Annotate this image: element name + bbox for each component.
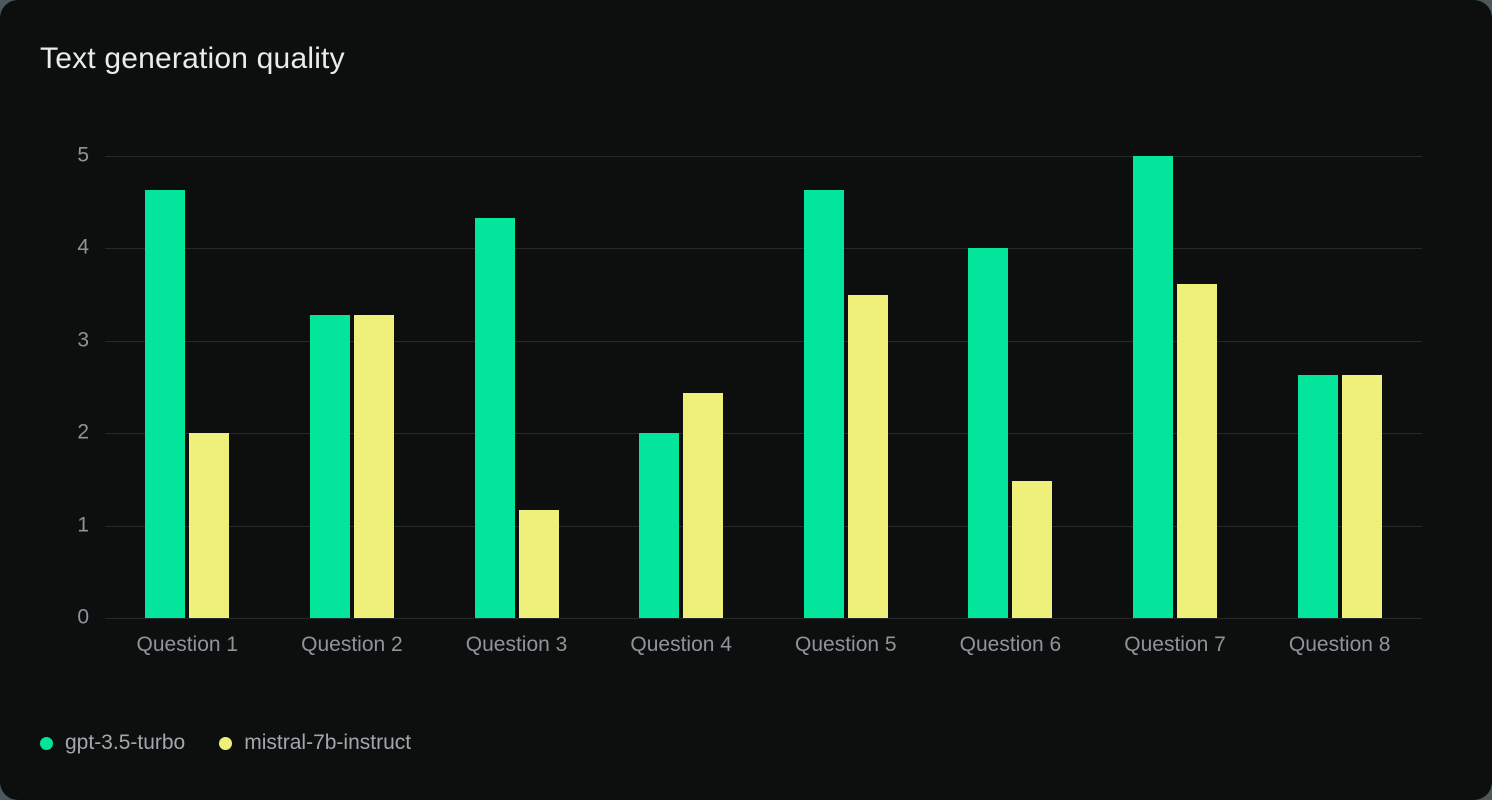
- legend-item-mistral-7b-instruct[interactable]: mistral-7b-instruct: [219, 731, 411, 755]
- y-tick-label: 5: [77, 143, 89, 167]
- plot-area: [105, 156, 1422, 619]
- x-tick-label: Question 1: [136, 633, 239, 656]
- bar-mistral-7b-instruct-q1[interactable]: [189, 433, 230, 618]
- y-tick-label: 4: [77, 235, 89, 259]
- gridline: [105, 156, 1422, 157]
- bar-gpt-3.5-turbo-q2[interactable]: [309, 314, 350, 618]
- x-tick-label: Question 4: [630, 633, 732, 656]
- bar-gpt-3.5-turbo-q6[interactable]: [968, 248, 1009, 618]
- bar-group-7: [1093, 156, 1258, 618]
- gridline: [105, 618, 1422, 619]
- chart-title: Text generation quality: [40, 42, 345, 75]
- gridline: [105, 340, 1422, 342]
- bar-gpt-3.5-turbo-q3[interactable]: [474, 217, 515, 618]
- y-tick-label: 0: [77, 605, 89, 629]
- bar-group-1: [105, 156, 270, 618]
- bar-group-5: [764, 156, 929, 618]
- legend-item-gpt-3.5-turbo[interactable]: gpt-3.5-turbo: [40, 731, 185, 755]
- x-tick-label: Question 2: [301, 633, 403, 656]
- legend-dot-icon: [40, 736, 53, 750]
- gridline: [105, 525, 1422, 527]
- legend-label: mistral-7b-instruct: [244, 731, 412, 754]
- bar-group-4: [599, 156, 764, 618]
- x-tick-label: Question 5: [795, 633, 897, 656]
- x-tick-label: Question 6: [959, 633, 1062, 656]
- legend-label: gpt-3.5-turbo: [65, 731, 186, 754]
- y-tick-label: 1: [77, 513, 89, 537]
- bar-group-8: [1257, 156, 1422, 618]
- bar-gpt-3.5-turbo-q8[interactable]: [1297, 375, 1338, 618]
- bar-gpt-3.5-turbo-q5[interactable]: [803, 190, 844, 618]
- bar-group-2: [270, 156, 435, 618]
- bar-mistral-7b-instruct-q2[interactable]: [353, 314, 394, 618]
- bar-mistral-7b-instruct-q7[interactable]: [1177, 284, 1218, 618]
- gridline: [105, 248, 1422, 250]
- y-tick-label: 3: [77, 328, 89, 352]
- bar-mistral-7b-instruct-q6[interactable]: [1012, 481, 1053, 618]
- y-axis: 0 1 2 3 4 5: [40, 144, 89, 629]
- bar-mistral-7b-instruct-q5[interactable]: [847, 294, 888, 618]
- x-axis: Question 1 Question 2 Question 3 Question 4…: [105, 633, 1422, 657]
- legend-dot-icon: [219, 736, 233, 750]
- bar-group-6: [928, 156, 1093, 618]
- bar-mistral-7b-instruct-q4[interactable]: [683, 393, 724, 618]
- bar-gpt-3.5-turbo-q7[interactable]: [1133, 156, 1174, 618]
- y-tick-label: 2: [77, 420, 89, 444]
- bar-groups: [105, 156, 1422, 618]
- bar-gpt-3.5-turbo-q4[interactable]: [639, 433, 680, 618]
- x-tick-label: Question 3: [465, 633, 568, 656]
- bar-mistral-7b-instruct-q8[interactable]: [1341, 375, 1382, 618]
- bar-mistral-7b-instruct-q3[interactable]: [518, 509, 559, 618]
- bar-gpt-3.5-turbo-q1[interactable]: [145, 190, 186, 618]
- bar-group-3: [434, 156, 599, 618]
- x-tick-label: Question 8: [1288, 633, 1391, 656]
- gridline: [105, 433, 1422, 435]
- legend: gpt-3.5-turbo mistral-7b-instruct: [40, 731, 411, 755]
- x-tick-label: Question 7: [1124, 633, 1226, 656]
